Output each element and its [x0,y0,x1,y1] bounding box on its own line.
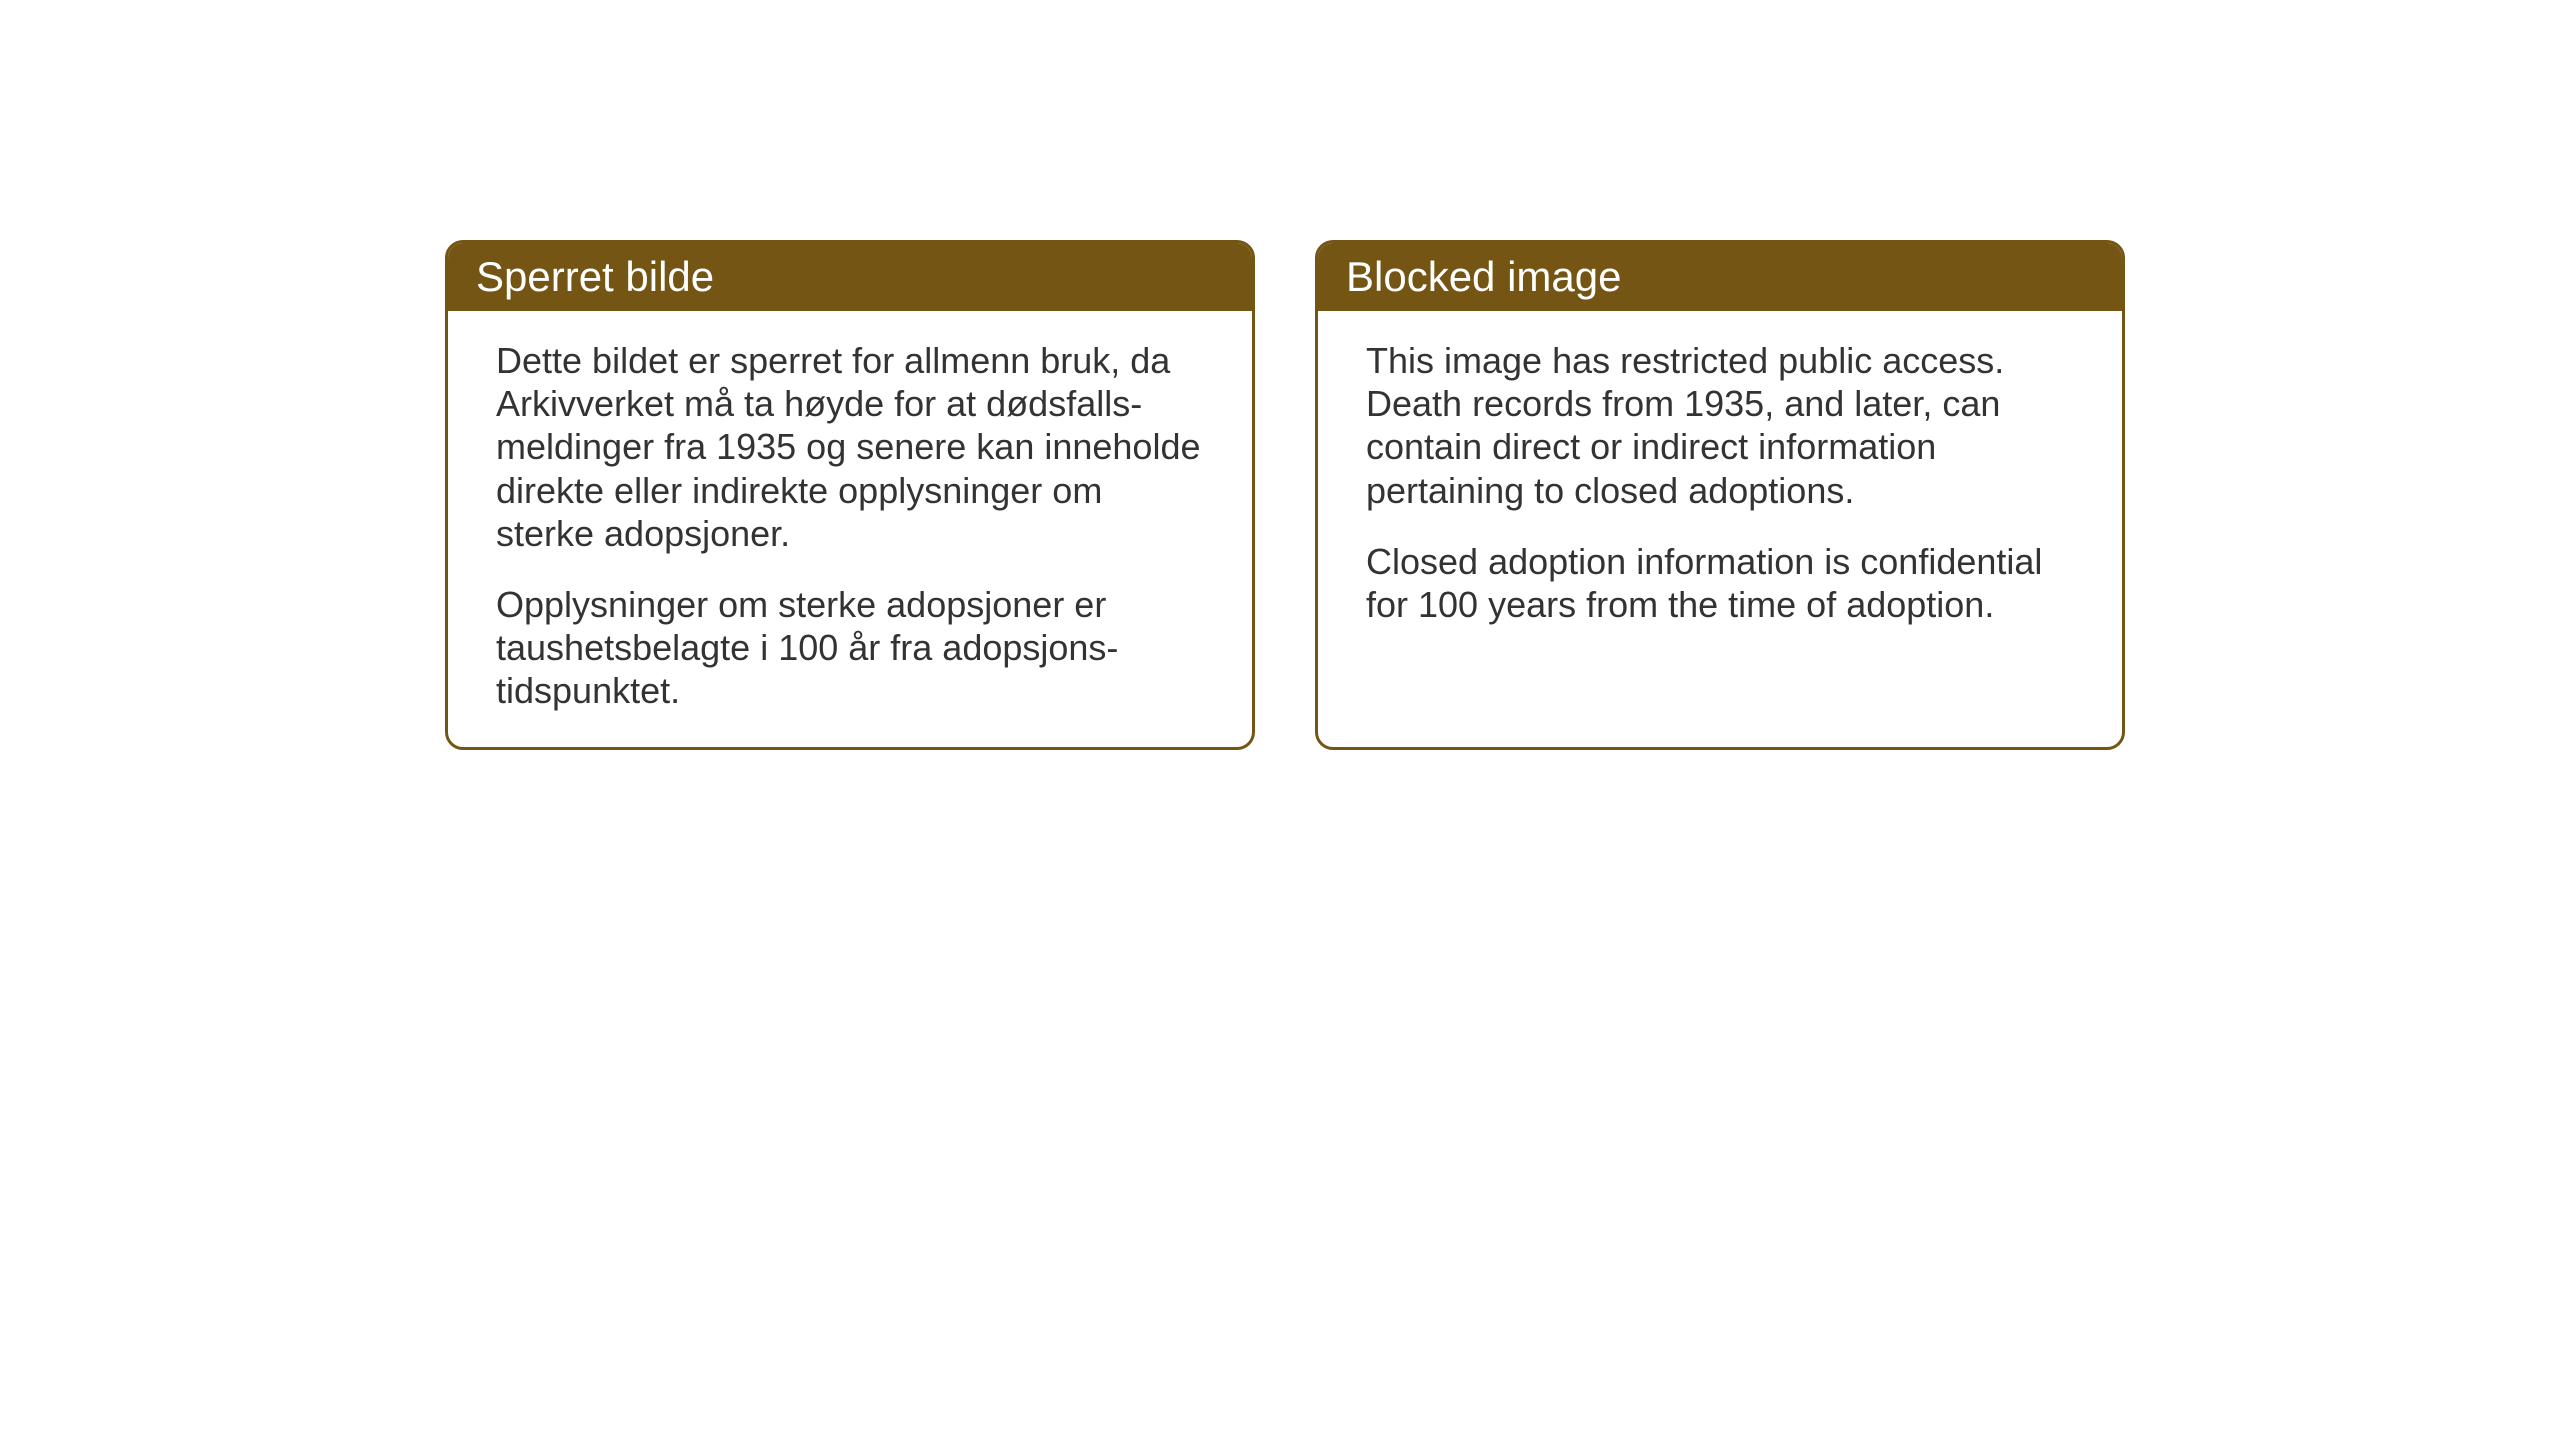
card-title-english: Blocked image [1346,253,1621,300]
paragraph-norwegian-2: Opplysninger om sterke adopsjoner er tau… [496,583,1204,713]
card-header-english: Blocked image [1318,243,2122,311]
notice-card-norwegian: Sperret bilde Dette bildet er sperret fo… [445,240,1255,750]
card-body-english: This image has restricted public access.… [1318,311,2122,666]
card-header-norwegian: Sperret bilde [448,243,1252,311]
notice-card-english: Blocked image This image has restricted … [1315,240,2125,750]
notice-container: Sperret bilde Dette bildet er sperret fo… [445,240,2125,750]
card-body-norwegian: Dette bildet er sperret for allmenn bruk… [448,311,1252,750]
paragraph-norwegian-1: Dette bildet er sperret for allmenn bruk… [496,339,1204,555]
paragraph-english-1: This image has restricted public access.… [1366,339,2074,512]
paragraph-english-2: Closed adoption information is confident… [1366,540,2074,626]
card-title-norwegian: Sperret bilde [476,253,714,300]
